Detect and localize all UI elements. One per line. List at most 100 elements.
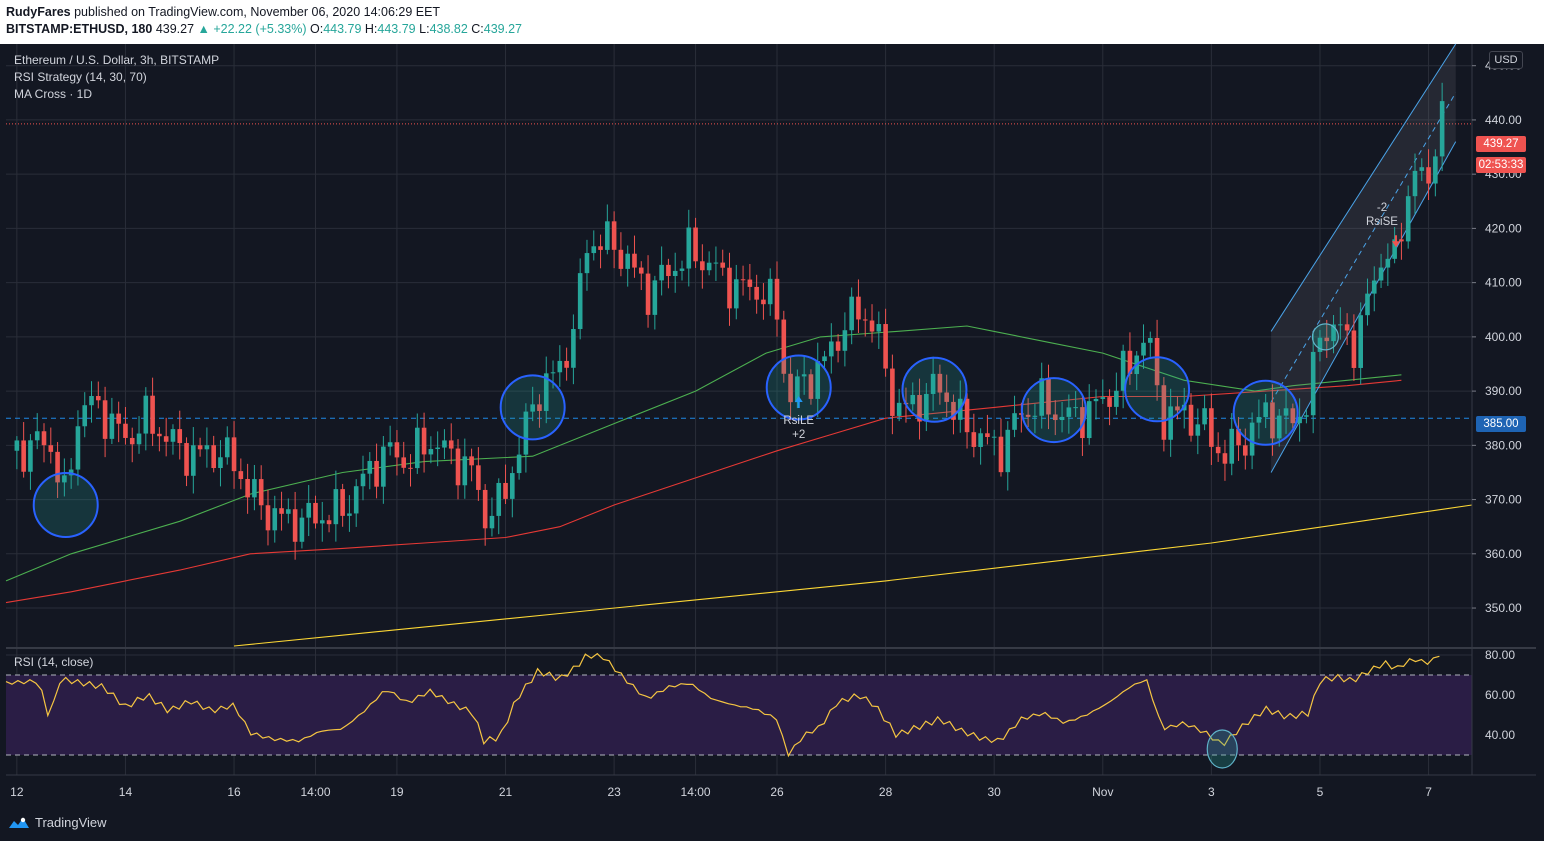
time-tick-label: 3: [1208, 785, 1215, 799]
moving-averages: [5, 123, 1473, 647]
breakout-circle: [1311, 323, 1340, 351]
ma-legend[interactable]: MA Cross · 1D: [14, 87, 93, 101]
candle-body: [1358, 315, 1363, 368]
open-label: O:: [309, 22, 324, 36]
highlight-circle: [765, 354, 832, 421]
channel-fill: [1271, 44, 1456, 473]
candle-body: [14, 440, 20, 451]
trend-channel: [1270, 43, 1457, 473]
price-tick-label: 410.00: [1485, 276, 1522, 290]
candle-body: [218, 457, 223, 469]
candle-body: [347, 513, 352, 516]
candle-body: [1093, 398, 1099, 402]
candle-body: [523, 411, 529, 455]
candle-body: [842, 330, 848, 351]
candle-body: [28, 440, 33, 472]
candle-body: [530, 404, 535, 412]
time-tick-label: 16: [227, 785, 241, 799]
candle-body: [1215, 446, 1221, 454]
rsi-legend[interactable]: RSI (14, close): [14, 655, 94, 669]
candle-body: [157, 433, 162, 437]
channel-upper-line: [1270, 43, 1457, 332]
author-name[interactable]: RudyFares: [6, 5, 71, 19]
candle-body: [292, 509, 298, 542]
candle-body: [129, 437, 135, 445]
candle-body: [924, 393, 929, 422]
candle-body: [808, 374, 814, 399]
strategy-legend[interactable]: RSI Strategy (14, 30, 70): [14, 70, 147, 84]
price-change: ▲ +22.22 (+5.33%): [197, 22, 307, 36]
tradingview-brand[interactable]: TradingView: [8, 815, 107, 830]
candle-body: [720, 262, 726, 268]
candle-body: [1236, 428, 1241, 446]
grid-lines: [6, 44, 1472, 775]
candle-body: [1188, 404, 1194, 436]
candle-body: [1412, 170, 1418, 197]
candle-body: [801, 374, 807, 377]
candle-body: [1249, 422, 1255, 456]
candle-body: [1005, 429, 1011, 473]
publish-info: RudyFares published on TradingView.com, …: [6, 5, 440, 19]
candle-body: [1073, 407, 1078, 409]
candle-body: [1066, 407, 1072, 417]
candle-body: [1405, 196, 1411, 242]
candle-body: [313, 502, 318, 524]
symbol-label: BITSTAMP:ETHUSD, 180: [6, 22, 153, 36]
rsi-highlight-circle: [1206, 729, 1238, 769]
candle-body: [733, 279, 739, 309]
candle-body: [1385, 258, 1391, 268]
candle-body: [638, 267, 644, 274]
candle-body: [774, 278, 780, 320]
candle-body: [781, 319, 787, 374]
candle-body: [299, 517, 305, 542]
candle-body: [964, 398, 970, 433]
long-entry-label: RsiLE: [783, 415, 814, 427]
rsi-band: [6, 675, 1472, 755]
candle-body: [469, 456, 474, 466]
candle-body: [143, 395, 149, 434]
candle-body: [381, 446, 386, 487]
candle-body: [767, 278, 773, 305]
candle-body: [353, 486, 359, 514]
candle-body: [761, 299, 766, 305]
candle-body: [890, 368, 895, 416]
candle-body: [1100, 397, 1106, 399]
currency-button[interactable]: USD: [1489, 51, 1523, 69]
candle-body: [401, 457, 407, 468]
candle-body: [700, 261, 705, 271]
candle-body: [883, 324, 888, 369]
candle-body: [1012, 413, 1017, 430]
candle-body: [489, 515, 495, 529]
candle-body: [34, 431, 40, 441]
candle-body: [951, 401, 956, 420]
candle-body: [693, 227, 698, 262]
candle-body: [1263, 402, 1268, 418]
candle-body: [265, 505, 271, 531]
candle-body: [1276, 415, 1282, 439]
candle-body: [462, 456, 468, 486]
price-tick-label: 400.00: [1485, 330, 1522, 344]
symbol-legend[interactable]: Ethereum / U.S. Dollar, 3h, BITSTAMP: [14, 53, 220, 67]
candle-body: [618, 249, 624, 269]
candle-body: [1114, 390, 1119, 407]
candle-body: [136, 433, 142, 445]
bar-countdown-badge: 02:53:33: [1476, 157, 1526, 173]
candle-body: [564, 360, 569, 368]
candle-body: [625, 253, 630, 269]
low-label: L:: [419, 22, 430, 36]
candle-body: [1324, 337, 1330, 342]
candle-body: [1290, 408, 1296, 424]
candle-body: [713, 262, 719, 264]
candle-body: [869, 320, 875, 332]
candle-body: [238, 471, 244, 480]
candle-body: [82, 405, 88, 427]
candle-body: [598, 246, 603, 250]
rsi-tick-label: 60.00: [1485, 688, 1515, 702]
time-tick-label: 7: [1425, 785, 1432, 799]
candle-body: [1399, 239, 1404, 242]
candle-body: [55, 451, 60, 483]
candle-body: [1059, 416, 1065, 421]
candle-body: [1344, 324, 1350, 331]
candle-body: [1331, 324, 1336, 342]
